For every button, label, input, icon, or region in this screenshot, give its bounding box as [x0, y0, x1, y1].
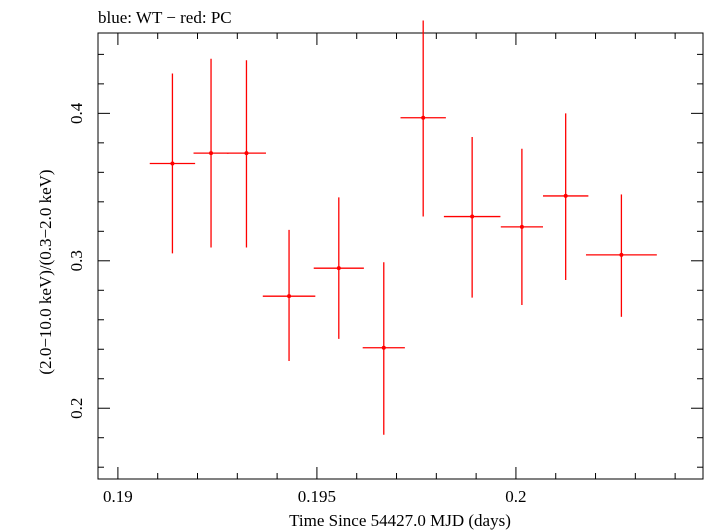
point-marker [287, 294, 292, 299]
point-marker [563, 193, 568, 198]
point-marker [244, 151, 249, 156]
data-point [443, 136, 501, 298]
plot-frame [97, 32, 704, 480]
x-tick-label: 0.2 [505, 487, 526, 506]
point-marker [336, 266, 341, 271]
x-tick-label: 0.19 [103, 487, 133, 506]
data-point [500, 148, 543, 306]
data-point [226, 60, 266, 248]
point-marker [209, 151, 214, 156]
data-series [149, 20, 657, 435]
point-marker [170, 161, 175, 166]
chart-title: blue: WT − red: PC [98, 8, 232, 27]
data-point [542, 113, 589, 280]
point-marker [470, 214, 475, 219]
x-axis-label: Time Since 54427.0 MJD (days) [289, 511, 511, 530]
y-axis-ticks: 0.2 0.3 0.4 [67, 53, 703, 468]
y-axis-label: (2.0−10.0 keV)/(0.3−2.0 keV) [36, 169, 55, 374]
y-tick-label: 0.4 [67, 102, 86, 124]
point-marker [381, 345, 386, 350]
data-point [193, 58, 229, 248]
data-point [313, 197, 364, 339]
x-tick-label: 0.195 [298, 487, 336, 506]
point-marker [421, 115, 426, 120]
data-point [362, 262, 405, 435]
x-axis-ticks: 0.19 0.195 0.2 [103, 33, 676, 506]
data-point [149, 73, 196, 254]
data-point [400, 20, 446, 217]
data-point [262, 229, 316, 362]
data-point [585, 194, 657, 317]
y-tick-label: 0.2 [67, 398, 86, 419]
point-marker [619, 252, 624, 257]
y-tick-label: 0.3 [67, 250, 86, 271]
point-marker [519, 224, 524, 229]
